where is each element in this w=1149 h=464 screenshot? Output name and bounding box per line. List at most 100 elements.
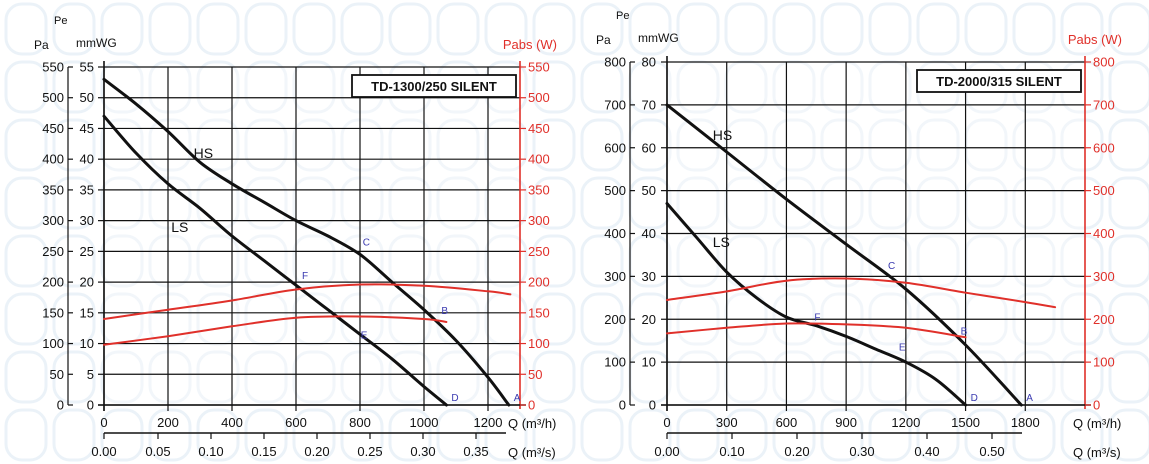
- pattern-tile: [484, 176, 528, 230]
- x2-tick-label: 0.50: [979, 444, 1004, 459]
- x2-tick-label: 0.30: [410, 444, 435, 459]
- pattern-tile: [580, 2, 624, 56]
- mmwg-tick-label: 0: [649, 398, 656, 413]
- pattern-tile: [724, 176, 768, 230]
- pa-tick-label: 400: [604, 226, 626, 241]
- pattern-tile: [868, 408, 912, 462]
- power-tick-label: 700: [1093, 97, 1115, 112]
- pattern-tile: [292, 118, 336, 172]
- pattern-tile: [676, 350, 720, 404]
- pattern-tile: [1108, 234, 1149, 288]
- pa-tick-label: 100: [604, 355, 626, 370]
- pattern-tile: [532, 118, 576, 172]
- point-label-d: D: [451, 393, 458, 404]
- x2-tick-label: 0.10: [198, 444, 223, 459]
- pattern-tile: [772, 176, 816, 230]
- power-curve-2: [666, 322, 967, 339]
- pattern-tile: [1060, 2, 1104, 56]
- pattern-tile: [148, 408, 192, 462]
- x-axis-label: Q (m³/h): [1073, 416, 1121, 431]
- pa-tick-label: 150: [42, 305, 64, 320]
- pa-tick-label: 350: [42, 182, 64, 197]
- mmwg-tick-label: 30: [642, 269, 656, 284]
- pattern-tile: [244, 2, 288, 56]
- power-tick-label: 550: [528, 60, 550, 75]
- power-tick-label: 200: [528, 275, 550, 290]
- mmwg-tick-label: 70: [642, 97, 656, 112]
- mmwg-tick-label: 80: [642, 55, 656, 70]
- pattern-tile: [196, 60, 240, 114]
- pattern-tile: [292, 234, 336, 288]
- pattern-tile: [628, 408, 672, 462]
- pattern-tile: [436, 408, 480, 462]
- pattern-tile: [148, 60, 192, 114]
- pressure-curve-hs: [102, 77, 511, 407]
- pattern-tile: [532, 234, 576, 288]
- pattern-tile: [1060, 408, 1104, 462]
- pressure-curve-ls: [665, 202, 968, 407]
- pattern-tile: [1012, 234, 1056, 288]
- pattern-tile: [388, 118, 432, 172]
- curve-label-hs: HS: [194, 145, 213, 161]
- point-label-b: B: [441, 306, 448, 317]
- pattern-tile: [52, 60, 96, 114]
- mmwg-tick-label: 40: [642, 226, 656, 241]
- pattern-tile: [1012, 2, 1056, 56]
- curve-label-hs: HS: [713, 127, 732, 143]
- pattern-tile: [1012, 350, 1056, 404]
- x2-tick-label: 0.10: [719, 444, 744, 459]
- pattern-tile: [52, 350, 96, 404]
- pattern-tile: [1060, 176, 1104, 230]
- pattern-tile: [868, 118, 912, 172]
- pattern-tile: [340, 118, 384, 172]
- pattern-tile: [772, 408, 816, 462]
- x-tick-label: 600: [285, 415, 307, 430]
- mmwg-axis-label: mmWG: [76, 36, 117, 50]
- pattern-tile: [532, 176, 576, 230]
- mmwg-tick-label: 10: [80, 336, 94, 351]
- pa-tick-label: 300: [42, 213, 64, 228]
- x2-tick-label: 0.25: [357, 444, 382, 459]
- pa-tick-label: 200: [42, 275, 64, 290]
- pattern-tile: [1108, 350, 1149, 404]
- pattern-tile: [100, 2, 144, 56]
- power-tick-label: 400: [1093, 226, 1115, 241]
- pattern-tile: [244, 176, 288, 230]
- pattern-tile: [148, 176, 192, 230]
- pattern-tile: [340, 350, 384, 404]
- pattern-tile: [580, 118, 624, 172]
- pattern-tile: [52, 2, 96, 56]
- mmwg-axis-label: mmWG: [638, 31, 679, 45]
- pattern-tile: [916, 176, 960, 230]
- pattern-tile: [100, 350, 144, 404]
- pattern-tile: [4, 234, 48, 288]
- pattern-tile: [484, 2, 528, 56]
- x-tick-label: 0: [663, 415, 670, 430]
- title-box: [351, 74, 517, 98]
- pe-axis-label: Pe: [616, 10, 629, 22]
- power-tick-label: 0: [1093, 398, 1100, 413]
- pa-tick-label: 100: [42, 336, 64, 351]
- x-tick-label: 400: [221, 415, 243, 430]
- pa-tick-label: 450: [42, 121, 64, 136]
- x2-tick-label: 0.00: [654, 444, 679, 459]
- pattern-tile: [100, 176, 144, 230]
- point-label-d: D: [971, 393, 978, 404]
- pattern-tile: [100, 118, 144, 172]
- pattern-tile: [244, 118, 288, 172]
- pattern-tile: [436, 350, 480, 404]
- pattern-tile: [772, 350, 816, 404]
- mmwg-tick-label: 45: [80, 121, 94, 136]
- power-tick-label: 450: [528, 121, 550, 136]
- pattern-tile: [292, 408, 336, 462]
- x2-axis-label: Q (m³/s): [1073, 445, 1121, 460]
- point-label-e: E: [899, 343, 906, 354]
- pattern-tile: [4, 176, 48, 230]
- chart-title: TD-2000/315 SILENT: [936, 74, 1062, 89]
- pattern-tile: [724, 234, 768, 288]
- x-tick-label: 1000: [410, 415, 439, 430]
- power-curve-1: [103, 283, 512, 320]
- pattern-tile: [148, 350, 192, 404]
- curve-label-ls: LS: [713, 234, 730, 250]
- pattern-tile: [820, 2, 864, 56]
